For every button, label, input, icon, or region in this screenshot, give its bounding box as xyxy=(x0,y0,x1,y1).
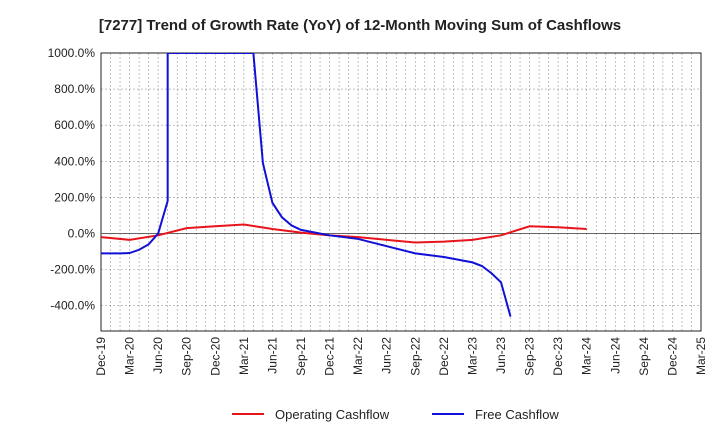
y-tick-label: 0.0% xyxy=(68,227,96,241)
series-group xyxy=(101,53,587,317)
x-tick-label: Sep-22 xyxy=(408,337,422,376)
x-tick-labels: Dec-19 Mar-20 Jun-20 Sep-20 Dec-20 Mar-21 Jun-… xyxy=(94,337,708,376)
x-tick-label: Mar-20 xyxy=(123,337,137,375)
x-tick-label: Dec-22 xyxy=(437,337,451,376)
x-tick-label: Dec-24 xyxy=(665,337,679,376)
x-tick-label: Jun-22 xyxy=(380,337,394,374)
x-tick-label: Mar-22 xyxy=(351,337,365,375)
x-tick-label: Sep-20 xyxy=(180,337,194,376)
x-tick-label: Sep-23 xyxy=(523,337,537,376)
x-tick-label: Sep-24 xyxy=(637,337,651,376)
x-tick-label: Dec-23 xyxy=(551,337,565,376)
y-tick-label: -200.0% xyxy=(50,263,95,277)
y-tick-label: 1000.0% xyxy=(48,46,96,60)
series-line-free-cashflow xyxy=(101,53,512,317)
y-tick-label: 600.0% xyxy=(54,118,95,132)
x-tick-label: Jun-20 xyxy=(151,337,165,374)
legend-label-operating-cashflow: Operating Cashflow xyxy=(275,407,390,422)
grid xyxy=(100,52,702,331)
x-tick-label: Jun-21 xyxy=(265,337,279,374)
x-tick-label: Dec-19 xyxy=(94,337,108,376)
y-tick-label: 400.0% xyxy=(54,154,95,168)
legend: Operating Cashflow Free Cashflow xyxy=(232,407,559,422)
x-tick-label: Mar-23 xyxy=(465,337,479,375)
x-tick-label: Dec-20 xyxy=(208,337,222,376)
y-tick-labels: 1000.0% 800.0% 600.0% 400.0% 200.0% 0.0% -200.… xyxy=(48,46,96,313)
x-tick-label: Mar-25 xyxy=(694,337,708,375)
y-tick-label: 200.0% xyxy=(54,190,95,204)
chart-title: [7277] Trend of Growth Rate (YoY) of 12-… xyxy=(99,17,621,34)
x-tick-label: Jun-24 xyxy=(608,337,622,374)
x-tick-label: Dec-21 xyxy=(323,337,337,376)
y-tick-label: -400.0% xyxy=(50,299,95,313)
legend-label-free-cashflow: Free Cashflow xyxy=(475,407,559,422)
x-tick-label: Jun-23 xyxy=(494,337,508,374)
x-tick-label: Sep-21 xyxy=(294,337,308,376)
plot-area-border xyxy=(100,52,702,332)
x-tick-label: Mar-21 xyxy=(237,337,251,375)
y-tick-label: 800.0% xyxy=(54,82,95,96)
x-tick-label: Mar-24 xyxy=(580,337,594,375)
